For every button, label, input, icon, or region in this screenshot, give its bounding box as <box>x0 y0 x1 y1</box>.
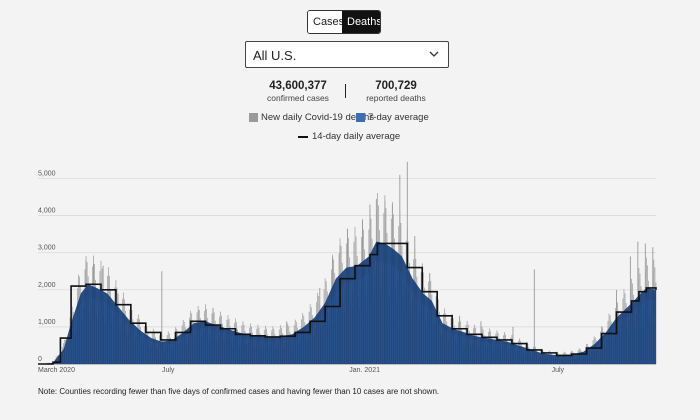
legend-14day-swatch <box>298 135 308 138</box>
stats-divider <box>345 84 346 98</box>
legend-14day-label: 14-day daily average <box>312 131 401 142</box>
daily-spike-bar <box>533 269 535 364</box>
legend-daily-label: New daily Covid-19 deaths <box>261 112 375 123</box>
cases-deaths-toggle: Cases Deaths <box>307 10 381 34</box>
seven-day-average-fill <box>38 241 656 364</box>
legend-daily: New daily Covid-19 deaths <box>249 112 374 123</box>
legend-daily-swatch <box>249 113 258 122</box>
daily-spike-bar <box>161 271 163 364</box>
region-select-value: All U.S. <box>253 48 297 63</box>
y-tick-label: 3,000 <box>38 245 56 252</box>
cases-label: confirmed cases <box>267 93 329 103</box>
legend-7day: 7-day average <box>356 112 429 123</box>
deaths-count: 700,729 <box>375 80 417 92</box>
legend-7day-label: 7-day average <box>368 112 429 123</box>
y-tick-label: 0 <box>38 356 42 363</box>
region-select[interactable]: All U.S. <box>245 41 449 68</box>
deaths-label: reported deaths <box>366 93 426 103</box>
y-tick-label: 4,000 <box>38 208 56 215</box>
y-tick-label: 5,000 <box>38 171 56 178</box>
x-tick-label: July <box>162 367 175 374</box>
deaths-chart: 0 1,000 2,000 3,000 4,000 5,000 March 2020 Jul… <box>38 161 657 374</box>
legend-14day: 14-day daily average <box>298 131 400 142</box>
y-axis-labels: 0 1,000 2,000 3,000 4,000 5,000 <box>38 171 56 363</box>
y-tick-label: 1,000 <box>38 319 56 326</box>
footnote: Note: Counties recording fewer than five… <box>38 387 440 396</box>
chevron-down-icon <box>429 51 439 57</box>
legend-7day-swatch <box>356 113 365 122</box>
cases-toggle-button[interactable]: Cases <box>308 11 344 33</box>
seven-day-average-area <box>38 241 656 364</box>
x-tick-label: March 2020 <box>38 367 75 374</box>
fourteen-day-step-path <box>38 242 657 365</box>
y-tick-label: 2,000 <box>38 282 56 289</box>
cases-count: 43,600,377 <box>269 80 327 92</box>
deaths-toggle-button[interactable]: Deaths <box>342 11 380 33</box>
x-tick-label: Jan. 2021 <box>349 367 380 374</box>
cases-stat: 43,600,377 confirmed cases <box>258 80 338 103</box>
x-axis-labels: March 2020 July Jan. 2021 July <box>38 367 565 374</box>
fourteen-day-average-line <box>38 242 657 365</box>
x-tick-label: July <box>552 367 565 374</box>
deaths-stat: 700,729 reported deaths <box>356 80 436 103</box>
